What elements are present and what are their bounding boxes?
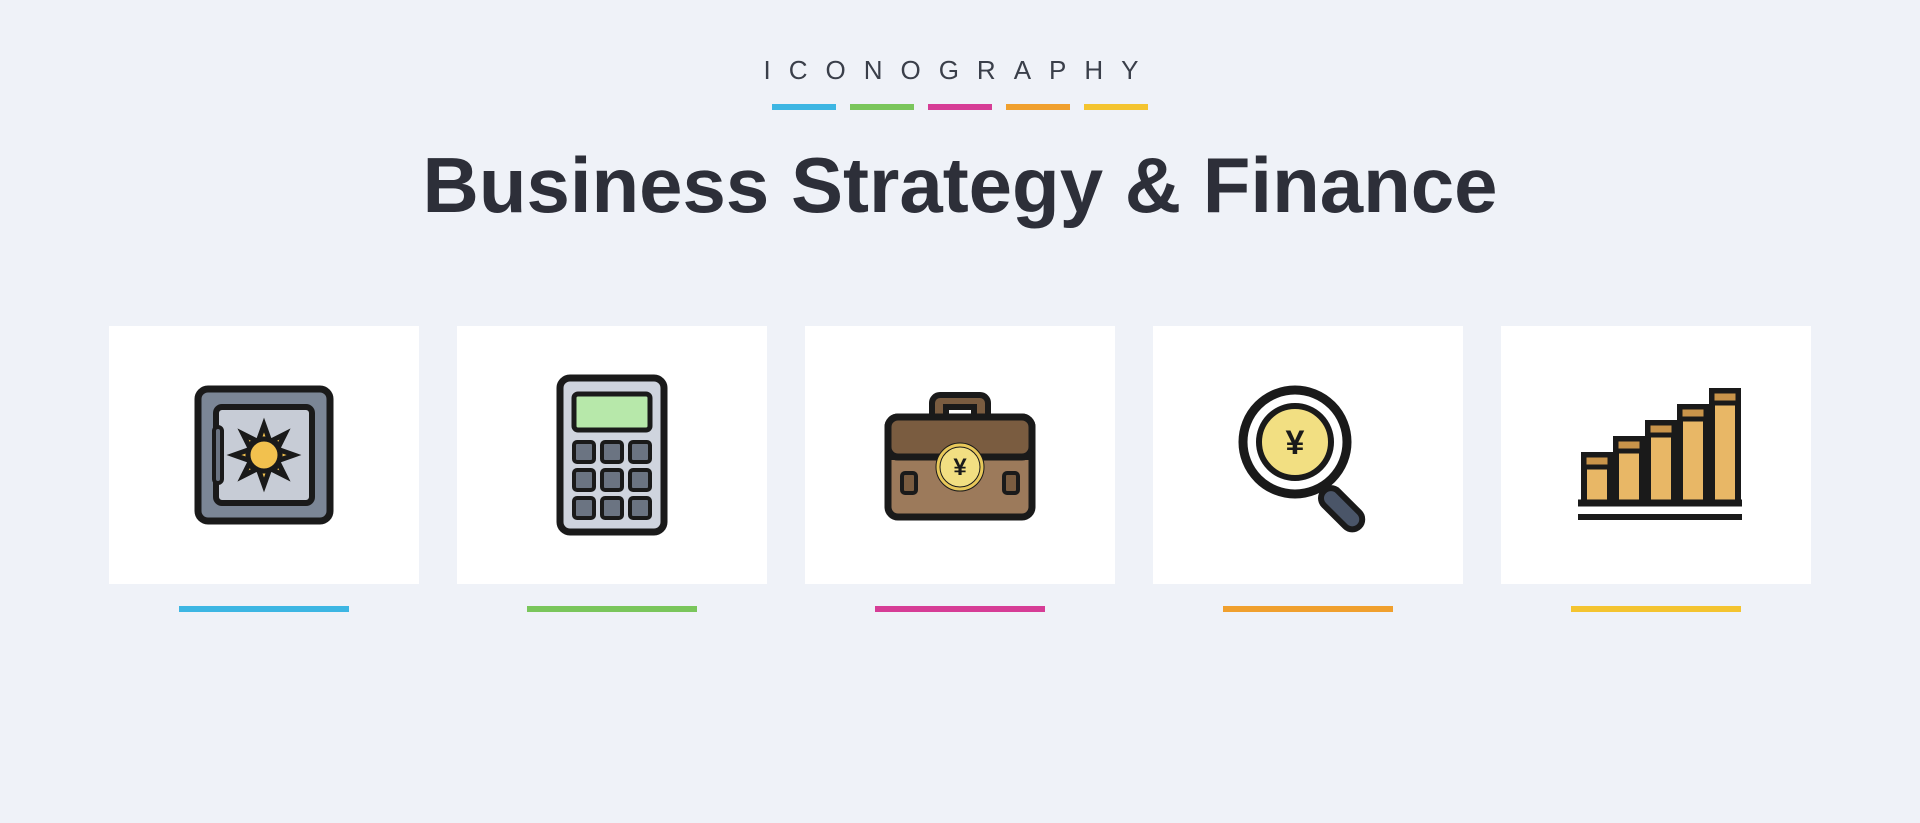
search-yen-icon: ¥ xyxy=(1223,370,1393,540)
svg-text:¥: ¥ xyxy=(953,454,967,481)
calculator-icon xyxy=(532,370,692,540)
safe-icon xyxy=(184,375,344,535)
briefcase-icon: ¥ xyxy=(870,375,1050,535)
card-underline xyxy=(875,606,1045,612)
card-underline xyxy=(1571,606,1741,612)
header: ICONOGRAPHY Business Strategy & Finance xyxy=(422,55,1497,231)
icon-card xyxy=(1501,326,1811,612)
eyebrow-underlines xyxy=(422,104,1497,110)
icon-box: ¥ xyxy=(805,326,1115,584)
icon-box xyxy=(457,326,767,584)
ul-seg xyxy=(772,104,836,110)
ul-seg xyxy=(1006,104,1070,110)
icon-card: ¥ xyxy=(1153,326,1463,612)
card-underline xyxy=(527,606,697,612)
card-underline xyxy=(1223,606,1393,612)
bar-chart-icon xyxy=(1566,375,1746,535)
ul-seg xyxy=(928,104,992,110)
icon-box: ¥ xyxy=(1153,326,1463,584)
icon-box xyxy=(1501,326,1811,584)
card-underline xyxy=(179,606,349,612)
icon-card xyxy=(109,326,419,612)
eyebrow-text: ICONOGRAPHY xyxy=(422,55,1497,86)
svg-text:¥: ¥ xyxy=(1286,424,1305,462)
icon-card: ¥ xyxy=(805,326,1115,612)
icon-card xyxy=(457,326,767,612)
icons-row: ¥ ¥ xyxy=(109,326,1811,612)
ul-seg xyxy=(1084,104,1148,110)
ul-seg xyxy=(850,104,914,110)
icon-box xyxy=(109,326,419,584)
page-title: Business Strategy & Finance xyxy=(422,140,1497,231)
